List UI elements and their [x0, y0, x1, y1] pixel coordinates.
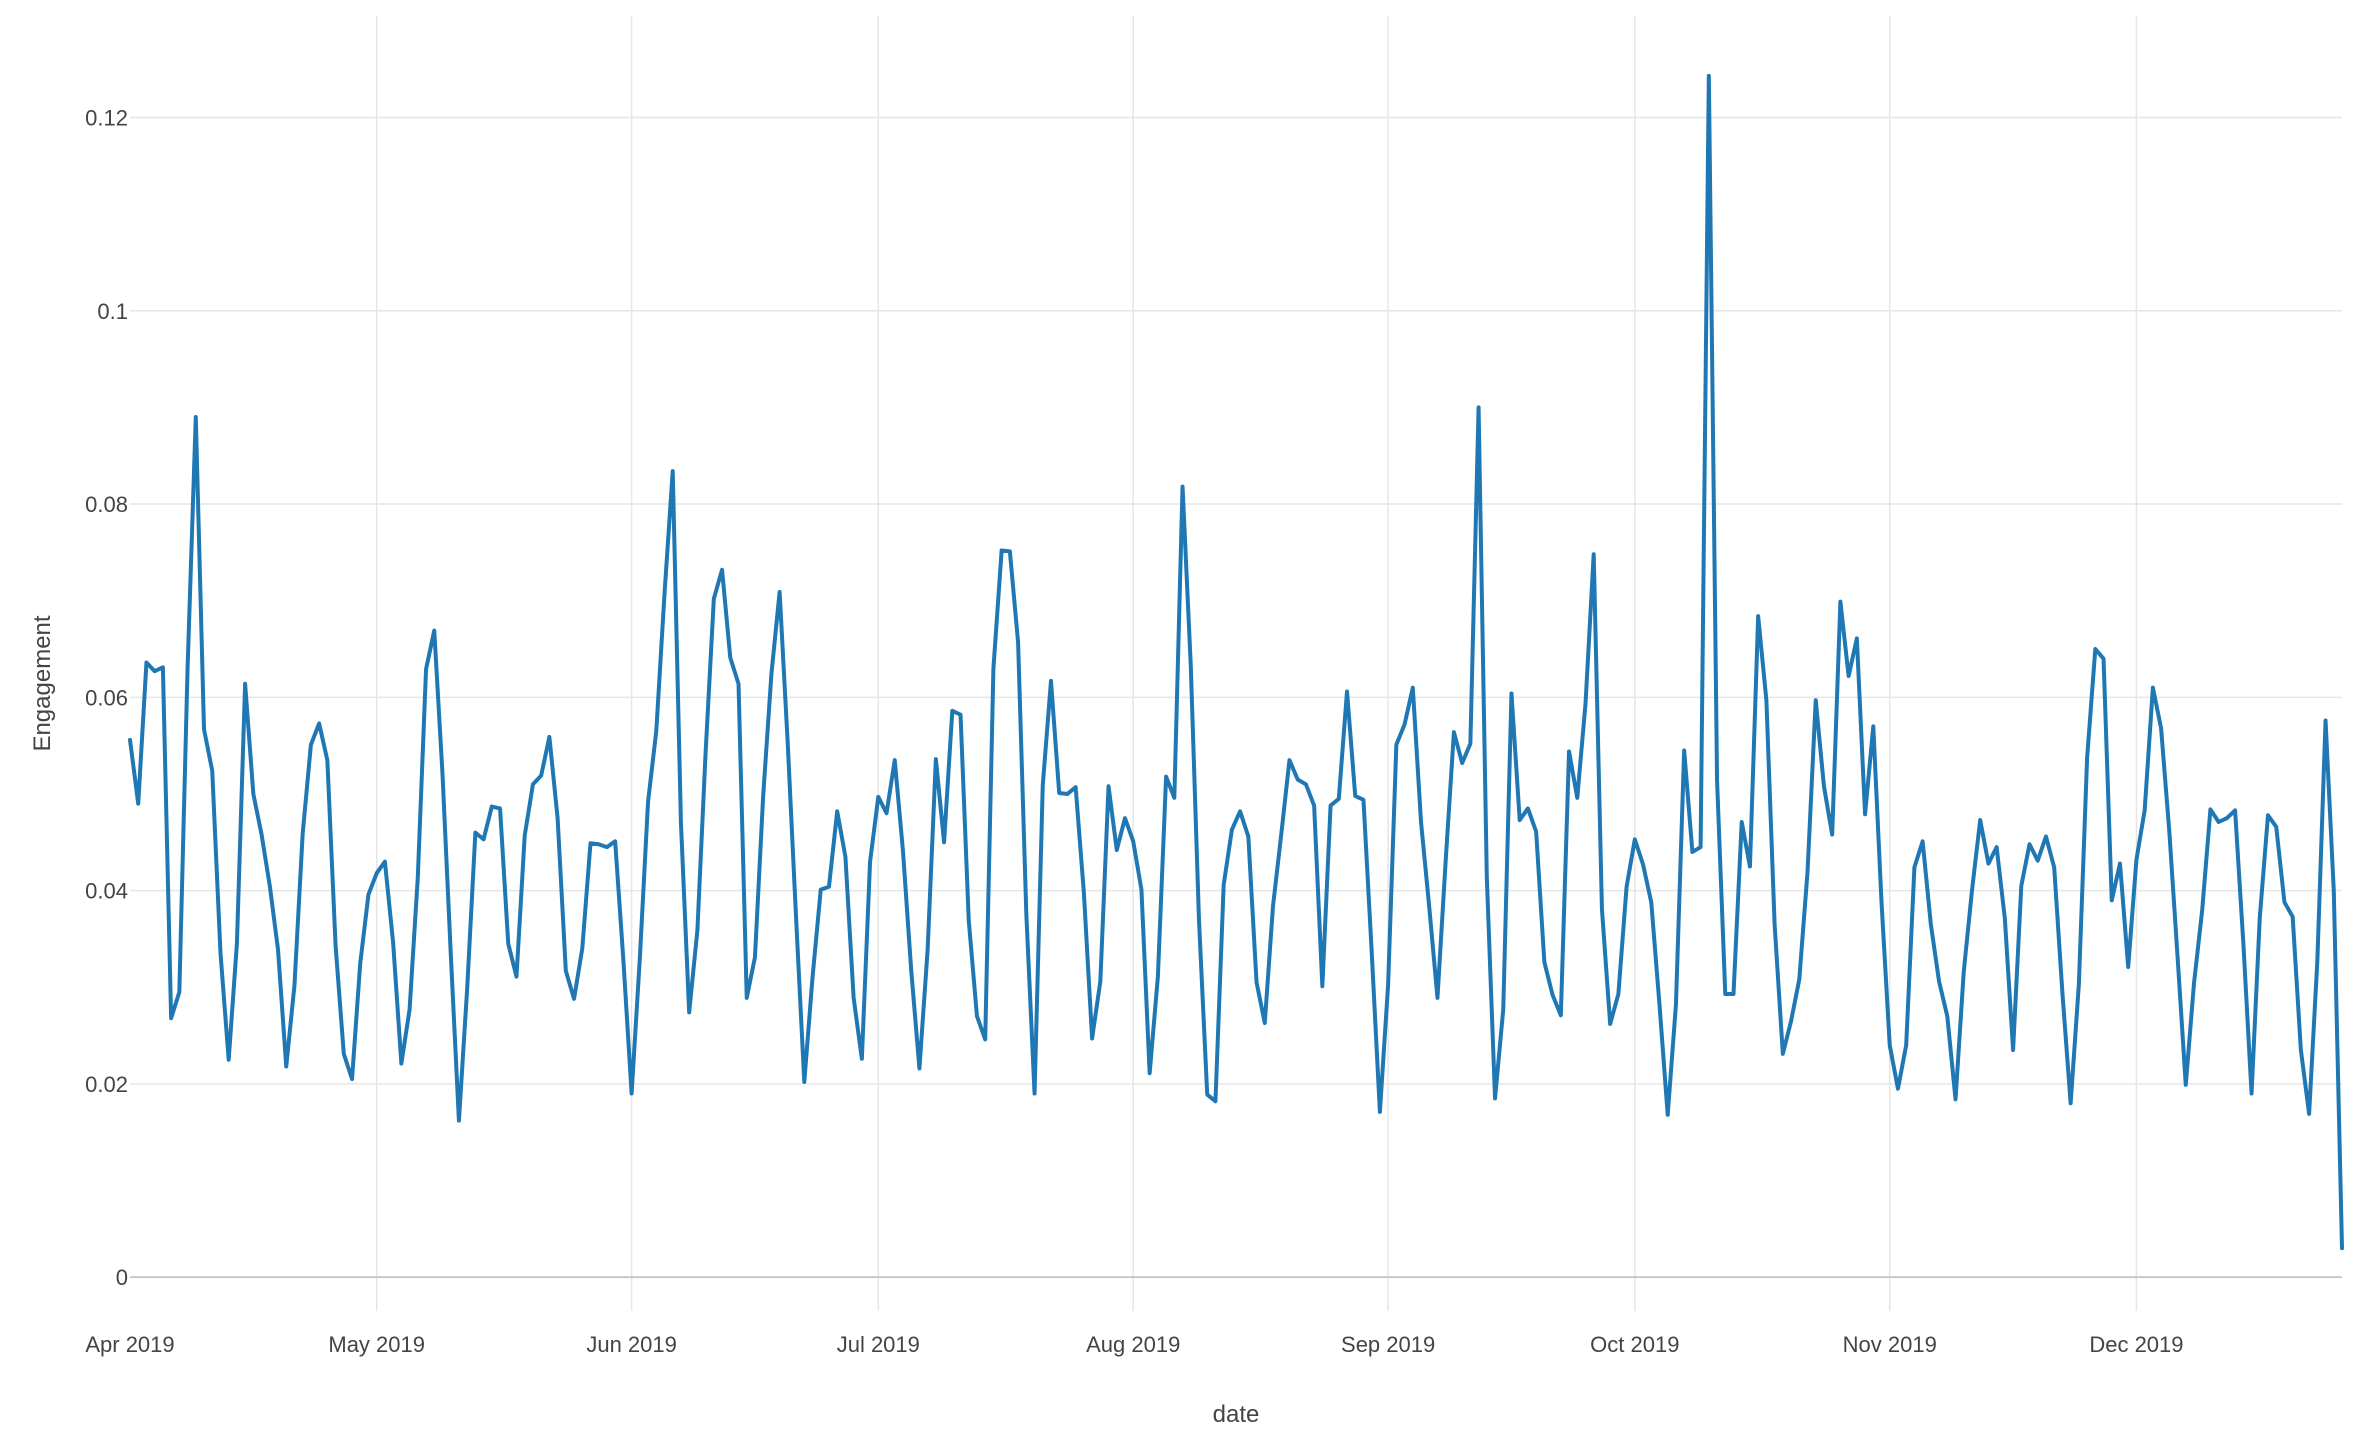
y-tick-label: 0.08 — [85, 492, 128, 517]
y-tick-label: 0.12 — [85, 105, 128, 130]
y-tick-label: 0 — [116, 1265, 128, 1290]
x-tick-label: Aug 2019 — [1086, 1332, 1180, 1357]
x-tick-label: Jun 2019 — [586, 1332, 677, 1357]
x-gridlines — [375, 16, 2138, 1311]
y-axis-title: Engagement — [29, 615, 56, 751]
y-tick-labels: 0 0.02 0.04 0.06 0.08 0.1 0.12 — [85, 105, 128, 1290]
x-tick-label: Dec 2019 — [2089, 1332, 2183, 1357]
x-tick-label: Nov 2019 — [1843, 1332, 1937, 1357]
x-tick-label: May 2019 — [328, 1332, 425, 1357]
y-gridlines — [130, 116, 2342, 1085]
x-tick-labels: Apr 2019 May 2019 Jun 2019 Jul 2019 Aug 2019… — [85, 1332, 2183, 1357]
x-tick-label: Oct 2019 — [1590, 1332, 1679, 1357]
y-tick-label: 0.02 — [85, 1072, 128, 1097]
x-tick-label: Jul 2019 — [837, 1332, 920, 1357]
series-line — [128, 73, 2344, 1251]
y-tick-label: 0.1 — [97, 299, 128, 324]
series-group — [128, 73, 2344, 1251]
x-axis-title: date — [1213, 1401, 1260, 1428]
y-tick-label: 0.06 — [85, 685, 128, 710]
y-tick-label: 0.04 — [85, 879, 128, 904]
x-tick-label: Sep 2019 — [1341, 1332, 1435, 1357]
x-tick-label: Apr 2019 — [85, 1332, 174, 1357]
